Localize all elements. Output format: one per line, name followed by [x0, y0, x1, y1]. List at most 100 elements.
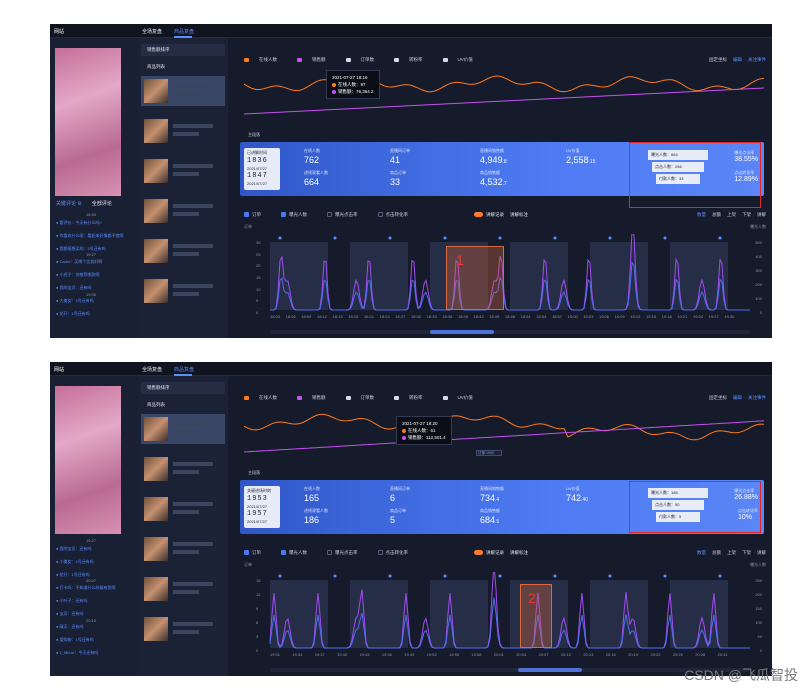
event-marker[interactable]	[333, 236, 337, 240]
display-option[interactable]: 上架	[727, 550, 736, 555]
fixed-axis-toggle[interactable]: 固定坐标	[709, 395, 727, 400]
product-item[interactable]	[141, 454, 225, 484]
display-option[interactable]: 上架	[727, 212, 736, 217]
legend-item[interactable]: 订单数	[345, 395, 385, 400]
product-item[interactable]	[141, 534, 225, 564]
sort-dropdown[interactable]: 销售额排序	[141, 382, 225, 394]
event-marker[interactable]	[663, 236, 667, 240]
metric-checkbox[interactable]: 曝光点击率	[327, 212, 368, 218]
product-item[interactable]	[141, 156, 225, 186]
order-pin[interactable]: 订单:1000	[476, 450, 502, 456]
display-option[interactable]: 数量	[697, 212, 706, 217]
metric-checkbox[interactable]: 曝光点击率	[327, 550, 368, 556]
event-marker[interactable]	[388, 236, 392, 240]
tab-full-review[interactable]: 全场复盘	[142, 29, 163, 35]
trend-chart[interactable]	[243, 408, 765, 468]
event-marker[interactable]	[553, 236, 557, 240]
product-item[interactable]	[141, 76, 225, 106]
scrollbar-thumb[interactable]	[518, 668, 582, 672]
legend-item[interactable]: UV价值	[442, 395, 483, 400]
event-marker[interactable]	[498, 574, 502, 578]
metric-checkbox[interactable]: 点击转化率	[377, 550, 419, 556]
display-option[interactable]: 下架	[742, 212, 751, 217]
legend-item[interactable]: 销售额	[297, 395, 336, 400]
event-marker[interactable]	[498, 236, 502, 240]
legend-item[interactable]: 转粉率	[394, 57, 433, 62]
display-option[interactable]: 总额	[712, 212, 721, 217]
legend-item[interactable]: 在线人数	[244, 395, 287, 400]
product-item[interactable]	[141, 614, 225, 644]
event-marker[interactable]	[443, 236, 447, 240]
product-thumbnail	[144, 79, 168, 103]
x-tick: 19:46	[381, 652, 392, 657]
tab-product-review[interactable]: 商品复盘	[174, 29, 195, 35]
live-video[interactable]	[55, 386, 121, 534]
legend-item[interactable]: 订单数	[345, 57, 385, 62]
all-comments-tab[interactable]: 全部评论	[91, 201, 112, 207]
explain-mark-checkbox[interactable]: 讲解标注	[510, 212, 528, 217]
trend-chart[interactable]	[243, 70, 765, 130]
sort-dropdown[interactable]: 销售额排序	[141, 44, 225, 56]
display-option[interactable]: 讲解	[757, 550, 766, 555]
tab-full-review[interactable]: 全场复盘	[142, 367, 163, 373]
key-comments-tab[interactable]: 关键评论 ⚙	[56, 201, 82, 207]
x-tick: 19:27	[708, 314, 719, 319]
legend-item[interactable]: UV价值	[442, 57, 483, 62]
display-option[interactable]: 数量	[697, 550, 706, 555]
event-marker[interactable]	[718, 236, 722, 240]
checkbox-label: 点击转化率	[385, 212, 409, 217]
kpi-label: UV价值	[566, 148, 580, 153]
product-item[interactable]	[141, 116, 225, 146]
live-video[interactable]	[55, 48, 121, 196]
metric-checkbox[interactable]: 曝光人数	[281, 212, 317, 218]
follow-event-link[interactable]: 关注事件	[748, 57, 766, 62]
fixed-axis-toggle[interactable]: 固定坐标	[709, 57, 727, 62]
checkbox-label: 曝光点击率	[335, 212, 358, 217]
event-marker[interactable]	[608, 574, 612, 578]
legend-item[interactable]: 销售额	[297, 57, 336, 62]
product-item[interactable]	[141, 414, 225, 444]
event-marker[interactable]	[443, 574, 447, 578]
watermark: CSDN @飞瓜智投	[684, 667, 798, 683]
display-option[interactable]: 下架	[742, 550, 751, 555]
scrollbar-thumb[interactable]	[430, 330, 494, 334]
tab-product-review[interactable]: 商品复盘	[174, 367, 195, 373]
comment-item: ● 我都挺想买的：5号还有吗	[56, 246, 106, 251]
explain-record-toggle[interactable]: 讲解记录 讲解标注	[474, 212, 528, 218]
product-item[interactable]	[141, 276, 225, 306]
product-item[interactable]	[141, 196, 225, 226]
event-marker[interactable]	[718, 574, 722, 578]
kpi-label: 商品销售额	[480, 508, 500, 513]
event-marker[interactable]	[278, 236, 282, 240]
order-exposure-chart[interactable]: 15 12 9 6 3 0 250 200 150 100 50 0 19:31 19:34 19:37 19…	[240, 563, 764, 658]
event-marker[interactable]	[553, 574, 557, 578]
explain-record-toggle[interactable]: 讲解记录 讲解标注	[474, 550, 528, 556]
follow-event-link[interactable]: 关注事件	[748, 395, 766, 400]
event-marker[interactable]	[663, 574, 667, 578]
event-marker[interactable]	[608, 236, 612, 240]
legend-item[interactable]: 在线人数	[244, 57, 287, 62]
product-item[interactable]	[141, 236, 225, 266]
legend-item[interactable]: 转粉率	[394, 395, 433, 400]
product-thumbnail	[144, 457, 168, 481]
order-exposure-chart[interactable]: 30 25 20 15 10 5 0 500 400 300 200 100 0 18:03 18:06 18…	[240, 230, 764, 320]
metric-checkbox[interactable]: 曝光人数	[281, 550, 317, 556]
edit-link[interactable]: 编辑	[733, 395, 742, 400]
chart-tooltip: 2021-07-27 18:16 在线人数：97 销售额：76,364.2	[326, 70, 380, 99]
event-marker[interactable]	[333, 574, 337, 578]
time-scrollbar[interactable]	[270, 668, 750, 672]
display-option[interactable]: 讲解	[757, 212, 766, 217]
x-tick: 19:49	[404, 652, 415, 657]
edit-link[interactable]: 编辑	[733, 57, 742, 62]
display-option[interactable]: 总额	[712, 550, 721, 555]
product-item[interactable]	[141, 494, 225, 524]
explain-mark-checkbox[interactable]: 讲解标注	[510, 550, 528, 555]
metric-checkbox[interactable]: 点击转化率	[377, 212, 419, 218]
metric-checkbox[interactable]: 订单	[244, 212, 271, 218]
time-scrollbar[interactable]	[270, 330, 750, 334]
event-marker[interactable]	[278, 574, 282, 578]
product-item[interactable]	[141, 574, 225, 604]
metric-checkbox[interactable]: 订单	[244, 550, 271, 556]
event-marker[interactable]	[388, 574, 392, 578]
y-left-tick: 12	[256, 592, 261, 597]
